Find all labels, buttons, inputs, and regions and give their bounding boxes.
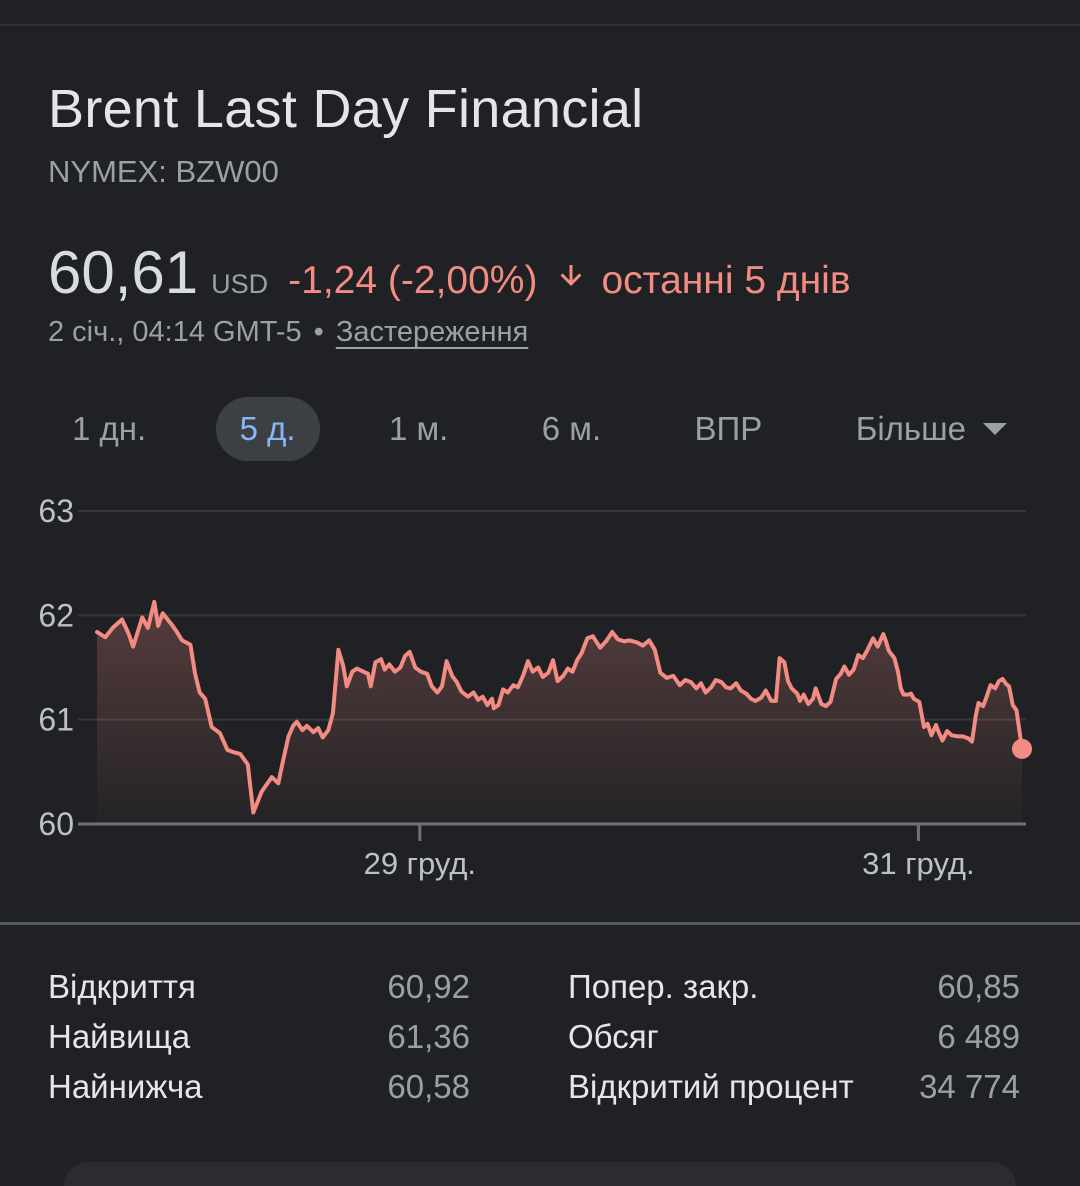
stat-row: Попер. закр. 60,85 bbox=[568, 962, 1020, 1012]
stat-label: Відкритий процент bbox=[568, 1068, 854, 1105]
bullet-separator: • bbox=[313, 316, 324, 348]
y-axis-label: 60 bbox=[38, 806, 74, 842]
stat-label: Попер. закр. bbox=[568, 968, 759, 1005]
quote-header: Brent Last Day Financial NYMEX: BZW00 bbox=[48, 78, 643, 190]
stats-column-left: Відкриття 60,92 Найвища 61,36 Найнижча 60,58 bbox=[48, 962, 470, 1112]
price-change: -1,24 (-2,00%) bbox=[288, 259, 538, 302]
y-axis-label: 63 bbox=[38, 493, 74, 529]
page-title: Brent Last Day Financial bbox=[48, 79, 644, 139]
tab-range-6[interactable]: Більше bbox=[832, 397, 1032, 461]
stat-value: 34 774 bbox=[919, 1068, 1020, 1105]
period-label: останні 5 днів bbox=[601, 259, 851, 302]
stat-row: Найвища 61,36 bbox=[48, 1012, 470, 1062]
tab-label: Більше bbox=[855, 410, 966, 447]
tab-range-4[interactable]: 6 м. bbox=[518, 397, 625, 461]
stats-table: Відкриття 60,92 Найвища 61,36 Найнижча 60,58 … bbox=[48, 962, 1020, 1112]
section-divider bbox=[0, 922, 1080, 925]
stat-row: Відкриття 60,92 bbox=[48, 962, 470, 1012]
disclaimer-link[interactable]: Застереження bbox=[335, 316, 529, 348]
arrow-down-icon bbox=[560, 264, 582, 286]
current-price: 60,61 bbox=[48, 239, 199, 306]
stat-value: 6 489 bbox=[937, 1018, 1020, 1055]
price-chart[interactable]: 60 61 62 63 29 груд. 31 груд. bbox=[0, 478, 1080, 890]
price-chart-area[interactable]: 60 61 62 63 29 груд. 31 груд. bbox=[0, 478, 1080, 890]
quote-meta-row: 2 січ., 04:14 GMT-5 • Застереження bbox=[48, 316, 528, 349]
stat-value: 60,85 bbox=[937, 968, 1020, 1005]
y-axis-label: 62 bbox=[38, 597, 74, 633]
ticker-symbol: NYMEX: BZW00 bbox=[48, 154, 279, 189]
stat-row: Обсяг 6 489 bbox=[568, 1012, 1020, 1062]
chevron-down-icon bbox=[982, 423, 1007, 435]
stats-column-right: Попер. закр. 60,85 Обсяг 6 489 Відкритий про… bbox=[568, 962, 1020, 1112]
time-range-tabs: 1 дн. 5 д. 1 м. 6 м. ВПР Більше bbox=[48, 396, 1032, 462]
tab-label: ВПР bbox=[694, 410, 763, 447]
currency-label: USD bbox=[211, 269, 269, 299]
latest-price-dot bbox=[1012, 738, 1032, 759]
tab-label: 1 м. bbox=[388, 410, 449, 447]
price-row: 60,61 USD -1,24 (-2,00%) останні 5 днів bbox=[48, 238, 851, 307]
tab-label: 1 дн. bbox=[72, 410, 147, 447]
tab-range-5[interactable]: ВПР bbox=[671, 397, 787, 461]
tab-range-3[interactable]: 1 м. bbox=[365, 397, 472, 461]
stat-label: Найнижча bbox=[48, 1068, 203, 1105]
stat-row: Відкритий процент 34 774 bbox=[568, 1062, 1020, 1112]
stat-value: 61,36 bbox=[387, 1018, 470, 1055]
x-axis-label: 31 груд. bbox=[862, 846, 974, 881]
price-line bbox=[95, 599, 1024, 815]
y-axis-label: 61 bbox=[38, 702, 74, 738]
next-section-card-top bbox=[64, 1162, 1016, 1186]
quote-timestamp: 2 січ., 04:14 GMT-5 bbox=[48, 316, 302, 348]
stat-label: Обсяг bbox=[568, 1018, 659, 1055]
stat-row: Найнижча 60,58 bbox=[48, 1062, 470, 1112]
tab-range-1[interactable]: 1 дн. bbox=[48, 397, 170, 461]
top-divider bbox=[0, 24, 1080, 26]
tab-label: 6 м. bbox=[541, 410, 602, 447]
stat-label: Найвища bbox=[48, 1018, 191, 1055]
stat-value: 60,58 bbox=[387, 1068, 470, 1105]
x-axis-label: 29 груд. bbox=[364, 846, 476, 881]
stat-value: 60,92 bbox=[387, 968, 470, 1005]
tab-range-2[interactable]: 5 д. bbox=[215, 397, 320, 461]
stat-label: Відкриття bbox=[48, 968, 196, 1005]
chart-area-fill bbox=[97, 601, 1022, 824]
tab-label: 5 д. bbox=[239, 410, 296, 447]
